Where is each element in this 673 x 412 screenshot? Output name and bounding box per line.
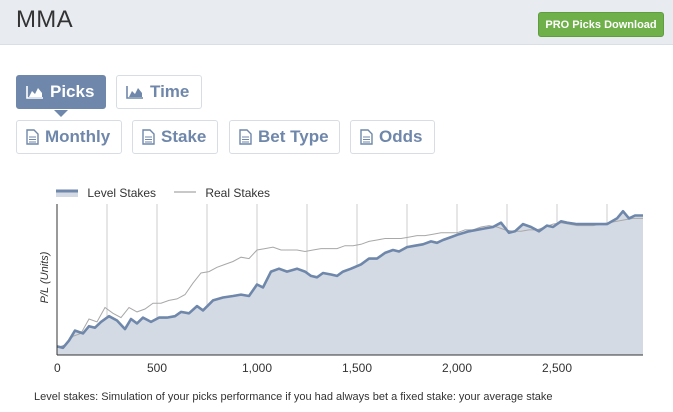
tab-odds[interactable]: Odds — [350, 120, 435, 154]
area-chart-icon — [126, 85, 144, 99]
document-icon — [360, 129, 373, 145]
legend-swatch-level — [56, 187, 78, 201]
y-axis-label: P/L (Units) — [39, 251, 51, 303]
tab-stake[interactable]: Stake — [132, 120, 218, 154]
x-tick-label: 2,500 — [542, 361, 572, 375]
active-tab-caret — [54, 110, 68, 117]
tab-bet-type[interactable]: Bet Type — [229, 120, 340, 154]
document-icon — [239, 129, 252, 145]
page-title: MMA — [16, 6, 73, 33]
pl-chart: 0 500 1,000 1,500 2,000 2,500 P/L (Units) — [39, 204, 643, 375]
tab-label: Picks — [50, 82, 95, 101]
legend-item-real-stakes[interactable]: Real Stakes — [174, 186, 270, 201]
area-chart-icon — [26, 85, 44, 99]
legend-label: Real Stakes — [205, 186, 271, 200]
legend-swatch-real — [174, 187, 196, 201]
legend-label: Level Stakes — [87, 186, 157, 200]
pro-picks-download-button[interactable]: PRO Picks Download — [538, 12, 664, 37]
page-header: MMA PRO Picks Download — [0, 0, 673, 45]
x-tick-label: 1,000 — [242, 361, 272, 375]
tab-label: Bet Type — [258, 127, 329, 146]
tab-monthly[interactable]: Monthly — [16, 120, 122, 154]
x-tick-label: 1,500 — [342, 361, 372, 375]
level-stakes-line — [56, 209, 643, 350]
x-tick-label: 2,000 — [442, 361, 472, 375]
tab-picks[interactable]: Picks — [16, 75, 106, 109]
tab-label: Odds — [379, 127, 423, 146]
legend-item-level-stakes[interactable]: Level Stakes — [56, 186, 156, 201]
tab-label: Time — [150, 82, 190, 101]
tab-label: Monthly — [45, 127, 111, 146]
level-stakes-area — [57, 211, 643, 355]
tab-label: Stake — [161, 127, 207, 146]
document-icon — [26, 129, 39, 145]
tab-time[interactable]: Time — [116, 75, 202, 109]
level-stakes-footnote: Level stakes: Simulation of your picks p… — [34, 391, 553, 403]
document-icon — [142, 129, 155, 145]
x-tick-label: 0 — [54, 361, 61, 375]
x-tick-label: 500 — [147, 361, 167, 375]
